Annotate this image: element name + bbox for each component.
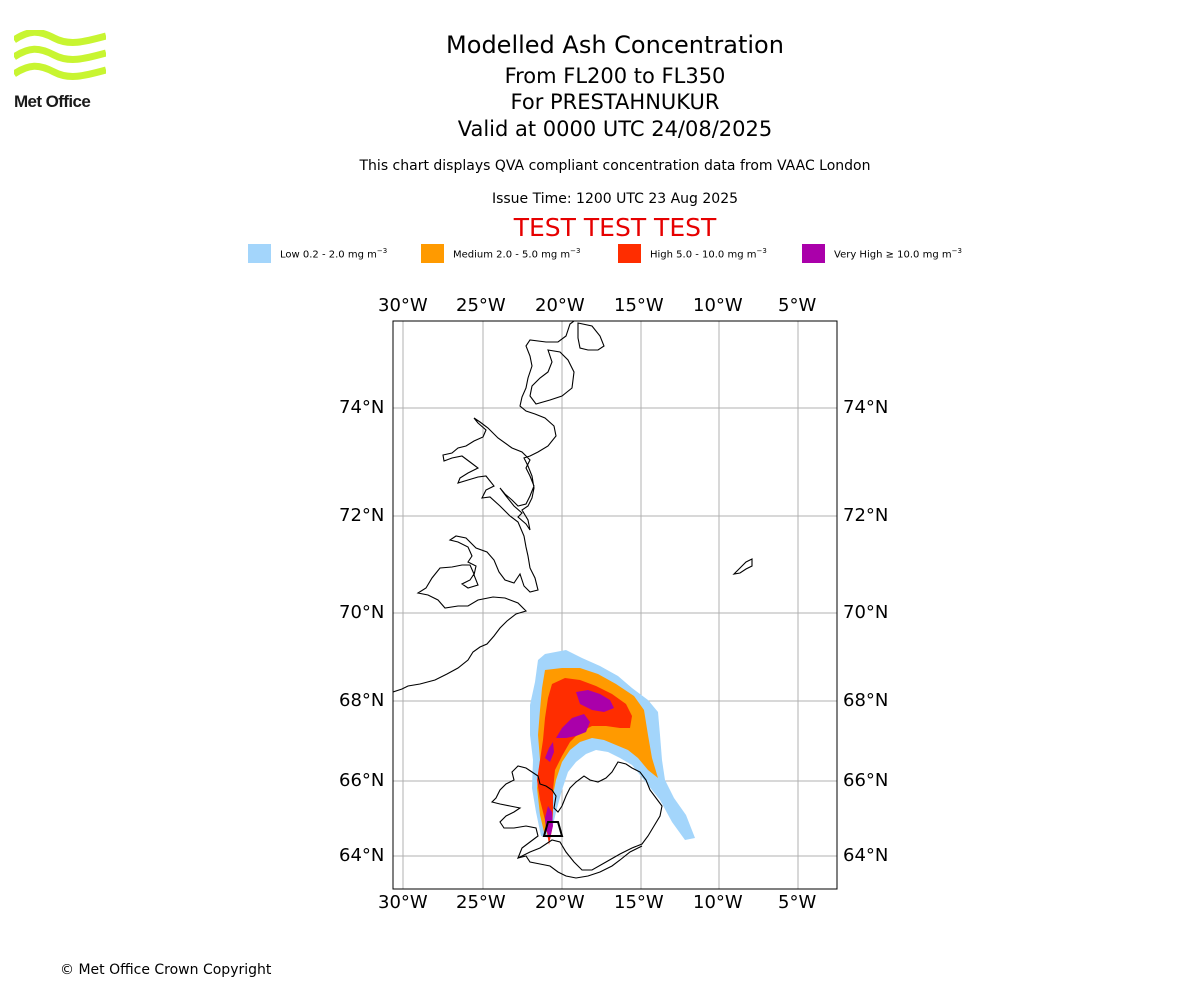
lat-tick-left: 66°N — [339, 770, 385, 791]
legend-swatch-very-high — [802, 244, 825, 263]
legend-swatch-medium — [421, 244, 444, 263]
lon-tick-top: 5°W — [778, 295, 817, 316]
lon-tick-top: 25°W — [456, 295, 506, 316]
lon-tick-top: 10°W — [693, 295, 743, 316]
volcano-name: For PRESTAHNUKUR — [510, 90, 720, 114]
legend-label-medium: Medium 2.0 - 5.0 mg m — [453, 249, 571, 261]
jan-mayen-coastline — [732, 558, 753, 575]
greenland-island-north — [577, 322, 605, 351]
iceland-coastline — [490, 761, 663, 871]
ash-contour-very-high — [545, 742, 554, 762]
legend-swatch-low — [248, 244, 271, 263]
map-frame — [392, 320, 838, 890]
lat-tick-right: 74°N — [843, 397, 889, 418]
lon-tick-bottom: 20°W — [535, 892, 585, 913]
lon-tick-top: 15°W — [614, 295, 664, 316]
copyright-notice: © Met Office Crown Copyright — [60, 962, 272, 978]
legend-label-high: High 5.0 - 10.0 mg m — [650, 249, 757, 261]
ash-contour-very-high — [556, 714, 590, 738]
lon-tick-top: 20°W — [535, 295, 585, 316]
met-office-logo: Met Office — [14, 30, 109, 112]
lat-tick-right: 72°N — [843, 505, 889, 526]
flight-level-range: From FL200 to FL350 — [504, 64, 726, 88]
ash-contour-very-high — [576, 690, 614, 712]
lat-tick-left: 74°N — [339, 397, 385, 418]
lon-tick-bottom: 10°W — [693, 892, 743, 913]
lon-tick-bottom: 5°W — [778, 892, 817, 913]
lat-tick-left: 64°N — [339, 845, 385, 866]
chart-title: Modelled Ash Concentration — [446, 31, 784, 59]
lat-tick-right: 70°N — [843, 602, 889, 623]
lat-tick-right: 68°N — [843, 690, 889, 711]
lat-tick-left: 70°N — [339, 602, 385, 623]
lon-tick-bottom: 30°W — [378, 892, 428, 913]
issue-time: Issue Time: 1200 UTC 23 Aug 2025 — [491, 191, 739, 207]
legend-label-very-high: Very High ≥ 10.0 mg m — [834, 249, 952, 261]
legend-unit-exponent: −3 — [756, 247, 767, 255]
qva-description: This chart displays QVA compliant concen… — [359, 158, 871, 174]
legend-unit-exponent: −3 — [951, 247, 962, 255]
ash-contour-high — [537, 678, 632, 845]
lat-tick-left: 68°N — [339, 690, 385, 711]
legend-unit-exponent: −3 — [570, 247, 581, 255]
test-banner: TEST TEST TEST — [513, 213, 717, 242]
volcano-triangle-icon — [542, 821, 564, 837]
lat-tick-right: 64°N — [843, 845, 889, 866]
lon-tick-bottom: 25°W — [456, 892, 506, 913]
legend-label-low: Low 0.2 - 2.0 mg m — [280, 249, 377, 261]
map-gridlines — [393, 321, 837, 889]
lon-tick-top: 30°W — [378, 295, 428, 316]
lat-tick-left: 72°N — [339, 505, 385, 526]
greenland-island-peninsula — [529, 349, 575, 405]
logo-text: Met Office — [14, 92, 91, 111]
lon-tick-bottom: 15°W — [614, 892, 664, 913]
legend-swatch-high — [618, 244, 641, 263]
valid-time: Valid at 0000 UTC 24/08/2025 — [457, 117, 773, 141]
greenland-coastline — [393, 321, 575, 693]
legend-unit-exponent: −3 — [376, 247, 388, 255]
lat-tick-right: 66°N — [843, 770, 889, 791]
met-office-wave-logo-icon — [14, 30, 106, 80]
iceland-coastline-south — [517, 845, 643, 879]
